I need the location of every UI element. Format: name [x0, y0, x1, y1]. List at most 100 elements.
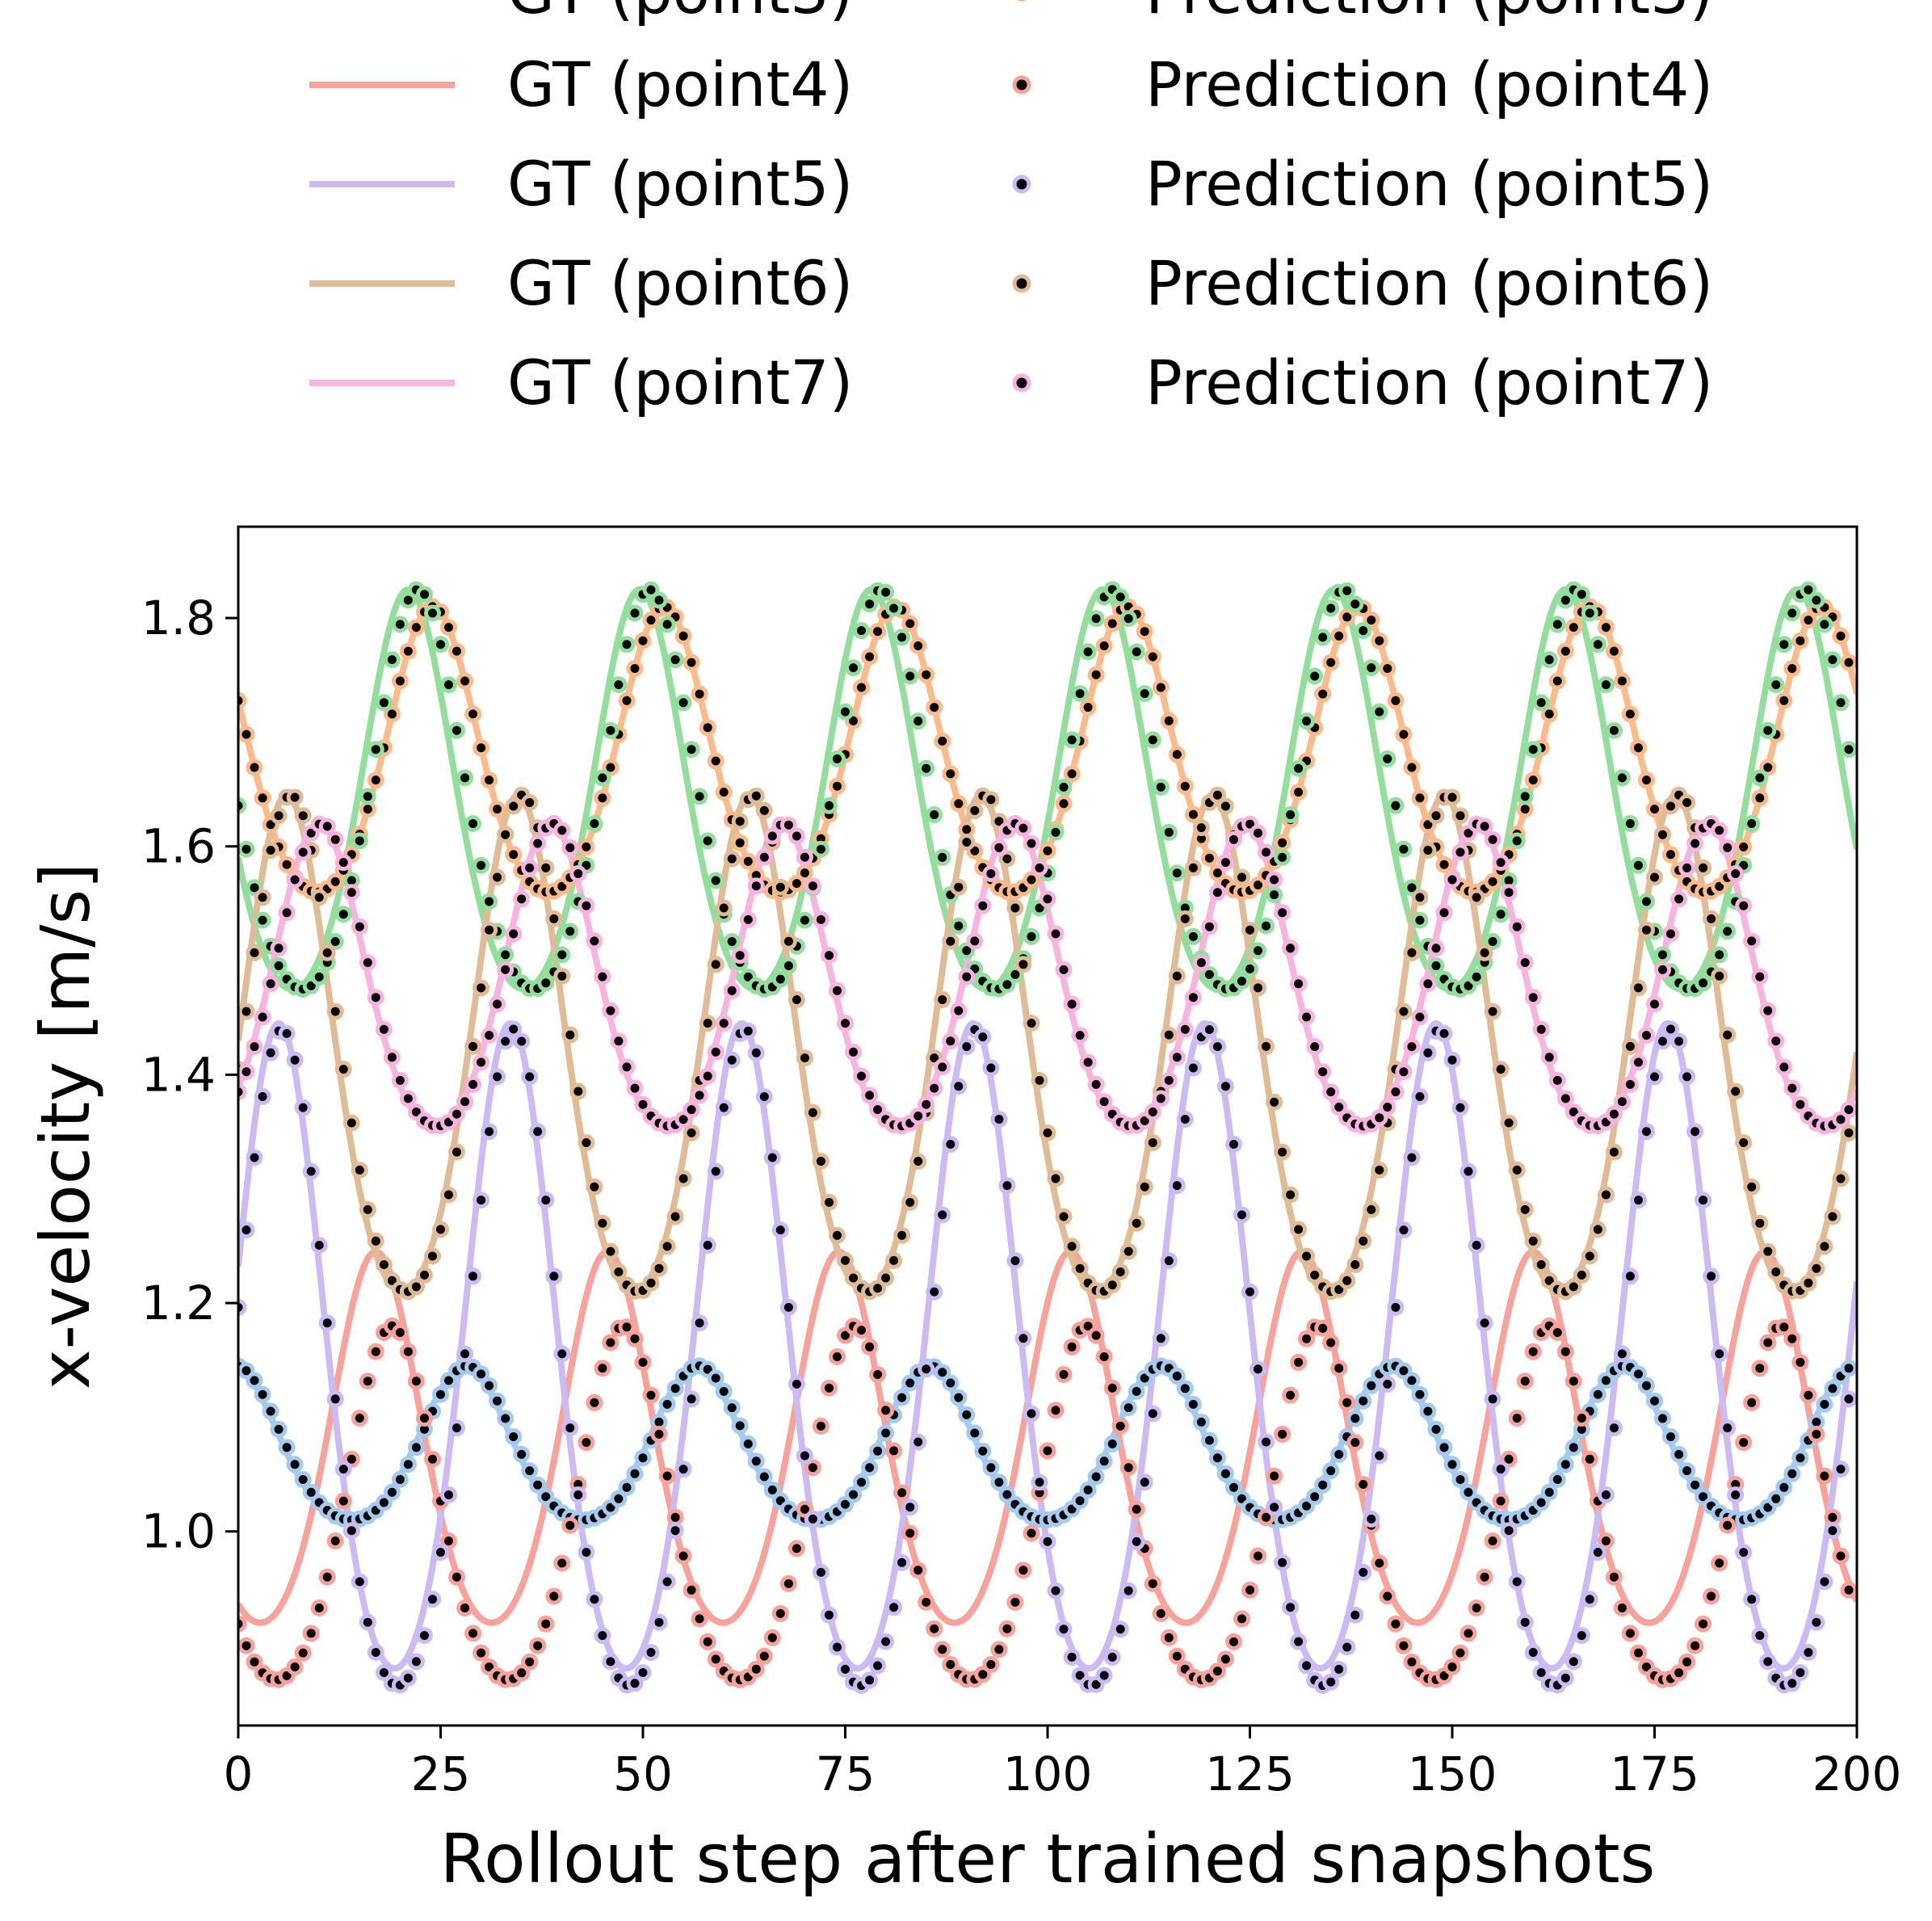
prediction-point-point6	[950, 878, 968, 896]
prediction-point-point4	[1735, 1434, 1753, 1452]
prediction-point-point2	[1621, 705, 1639, 723]
prediction-point-point6	[942, 932, 960, 950]
y-axis-label: x-velocity [m/s]	[26, 863, 105, 1389]
y-tick-label: 1.6	[141, 819, 216, 874]
prediction-point-point7	[569, 865, 587, 882]
prediction-point-point6	[1258, 1037, 1275, 1055]
prediction-point-point5	[837, 1660, 854, 1678]
prediction-point-point5	[1184, 1059, 1202, 1077]
prediction-point-point4	[586, 1393, 603, 1411]
prediction-point-point7	[1427, 939, 1445, 957]
prediction-point-point4	[521, 1653, 539, 1671]
prediction-point-point4	[1403, 1653, 1421, 1671]
prediction-point-point2	[634, 632, 652, 649]
prediction-point-point2	[1597, 619, 1615, 637]
prediction-point-point5	[626, 1675, 644, 1692]
prediction-point-point6	[1451, 807, 1469, 825]
prediction-point-point4	[472, 1644, 490, 1662]
prediction-point-point1	[1119, 1399, 1137, 1417]
prediction-point-point3	[1695, 974, 1712, 992]
prediction-point-point3	[918, 759, 935, 777]
prediction-point-point7	[464, 1075, 482, 1093]
prediction-point-point3	[1816, 616, 1833, 633]
prediction-point-point4	[1216, 1650, 1234, 1668]
prediction-point-point3	[1184, 927, 1202, 945]
prediction-point-point2	[472, 739, 490, 757]
prediction-point-point2	[642, 612, 660, 629]
prediction-point-point3	[1047, 823, 1065, 841]
prediction-point-point5	[472, 1192, 490, 1209]
prediction-point-point5	[763, 1149, 781, 1166]
prediction-point-point6	[1071, 1259, 1089, 1277]
prediction-point-point7	[1208, 884, 1226, 902]
prediction-point-point7	[982, 865, 1000, 882]
prediction-point-point4	[1250, 1547, 1266, 1565]
prediction-point-point6	[731, 813, 749, 830]
prediction-point-point7	[715, 1015, 733, 1032]
prediction-point-point7	[966, 932, 984, 950]
prediction-point-point2	[1759, 759, 1777, 776]
prediction-point-point4	[1703, 1587, 1720, 1605]
prediction-point-point6	[1662, 797, 1679, 815]
legend-pred-label: Prediction (point3)	[1145, 0, 1713, 27]
prediction-point-point5	[950, 1078, 968, 1095]
prediction-point-point6	[829, 1226, 846, 1244]
prediction-point-point2	[869, 623, 887, 641]
prediction-point-point4	[440, 1532, 457, 1549]
prediction-point-point3	[238, 840, 255, 858]
prediction-point-point5	[1435, 1024, 1453, 1042]
prediction-point-point7	[1184, 989, 1202, 1007]
prediction-point-point6	[1638, 921, 1655, 939]
prediction-point-point4	[1460, 1625, 1477, 1642]
prediction-point-point6	[1216, 797, 1234, 815]
prediction-point-point3	[537, 974, 555, 992]
prediction-point-point7	[1250, 824, 1266, 842]
prediction-point-point1	[505, 1428, 523, 1445]
prediction-point-point3	[771, 970, 789, 988]
prediction-point-point3	[707, 872, 724, 889]
prediction-point-point7	[326, 830, 344, 848]
prediction-point-point1	[618, 1478, 636, 1496]
prediction-point-point4	[1023, 1524, 1040, 1542]
prediction-point-point7	[1266, 871, 1283, 889]
prediction-point-point4	[359, 1372, 376, 1390]
prediction-point-point4	[1743, 1393, 1761, 1411]
prediction-point-point3	[1395, 840, 1413, 858]
prediction-point-point5	[1662, 1020, 1679, 1038]
prediction-point-point7	[1322, 1083, 1340, 1101]
prediction-point-point1	[254, 1385, 271, 1403]
prediction-point-point6	[1395, 1003, 1413, 1020]
prediction-point-point6	[367, 1232, 384, 1250]
prediction-point-point5	[1816, 1573, 1833, 1591]
prediction-point-point4	[1597, 1532, 1615, 1549]
prediction-point-point4	[424, 1450, 441, 1468]
legend-pred-label: Prediction (point7)	[1145, 347, 1713, 418]
x-tick-label: 100	[1003, 1747, 1093, 1801]
prediction-point-point4	[318, 1568, 336, 1586]
prediction-point-point6	[448, 1143, 465, 1161]
prediction-point-point1	[853, 1473, 870, 1491]
prediction-point-point2	[901, 615, 919, 633]
prediction-point-point7	[1759, 1002, 1777, 1019]
prediction-point-point1	[731, 1417, 749, 1435]
prediction-point-point7	[342, 884, 360, 902]
prediction-point-point7	[682, 1101, 700, 1119]
prediction-point-point3	[1250, 942, 1266, 960]
prediction-point-point3	[1638, 893, 1655, 910]
y-axis: 1.0 1.2 1.4 1.6 1.8	[141, 591, 238, 1559]
prediction-point-point5	[594, 1627, 611, 1645]
prediction-point-point6	[1168, 967, 1186, 985]
prediction-point-point2	[1322, 654, 1340, 671]
prediction-point-point7	[351, 918, 368, 935]
prediction-point-point3	[934, 848, 951, 866]
prediction-point-point2	[1144, 648, 1161, 666]
prediction-point-point3	[383, 651, 401, 669]
x-tick-label: 150	[1408, 1747, 1497, 1801]
prediction-point-point7	[763, 827, 781, 845]
prediction-point-point5	[682, 1390, 700, 1408]
prediction-point-point7	[1419, 975, 1437, 993]
prediction-point-point6	[1581, 1247, 1598, 1265]
prediction-point-point5	[1630, 1192, 1647, 1209]
prediction-point-point4	[1476, 1568, 1493, 1586]
prediction-point-point3	[1767, 676, 1785, 694]
